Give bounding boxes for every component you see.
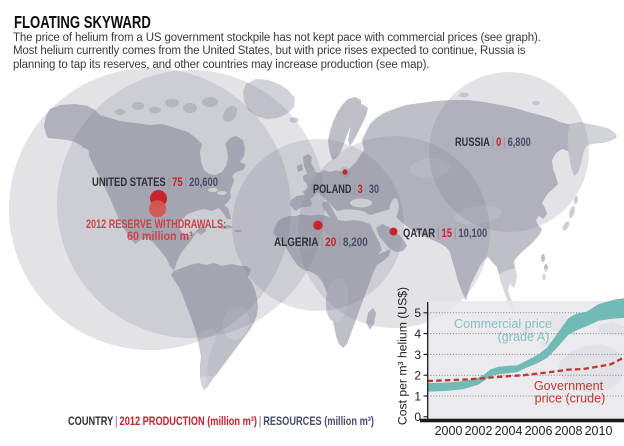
svg-text:4: 4 [414,327,421,341]
svg-text:Government: Government [534,379,604,393]
svg-text:2002: 2002 [465,424,493,438]
svg-text:2008: 2008 [555,424,583,438]
svg-text:2: 2 [414,369,421,383]
svg-text:Commercial price: Commercial price [454,317,552,331]
svg-text:1: 1 [414,390,421,404]
svg-text:2000: 2000 [435,424,463,438]
svg-text:(grade A): (grade A) [498,330,550,344]
svg-text:0: 0 [414,410,421,424]
svg-text:5: 5 [414,306,421,320]
svg-text:Cost per m³ helium (US$): Cost per m³ helium (US$) [396,287,410,425]
svg-text:3: 3 [414,348,421,362]
svg-text:price (crude): price (crude) [535,392,606,406]
svg-text:2010: 2010 [585,424,613,438]
svg-text:2004: 2004 [495,424,523,438]
svg-text:2006: 2006 [525,424,553,438]
